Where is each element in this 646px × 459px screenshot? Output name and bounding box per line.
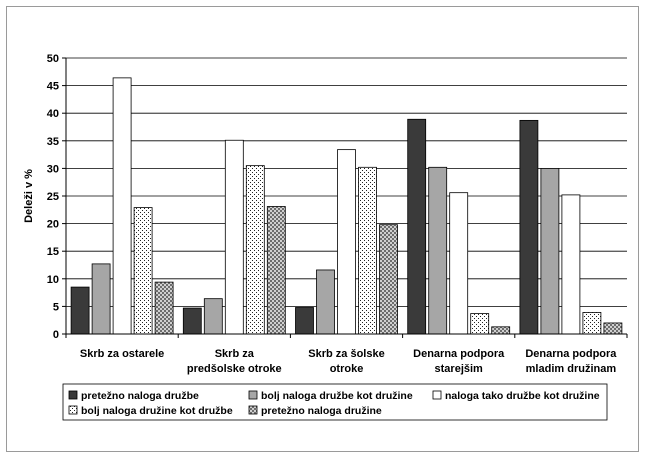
- bar: [70, 286, 90, 335]
- y-tick-label: 30: [47, 163, 59, 175]
- bar: [540, 167, 560, 335]
- category-label: mladim družinam: [526, 363, 617, 375]
- y-tick-label: 40: [47, 108, 59, 120]
- bar: [266, 206, 286, 335]
- y-tick-label: 15: [47, 246, 59, 258]
- x-axis-categories: Skrb za ostarele Skrb za predšolske otroke…: [80, 348, 617, 375]
- bar: [603, 322, 623, 335]
- legend-swatch: [248, 405, 258, 415]
- y-tick-label: 5: [53, 301, 59, 313]
- category-label: Skrb za šolske: [308, 348, 384, 360]
- y-tick-label: 20: [47, 219, 59, 231]
- legend-swatch: [68, 390, 78, 400]
- category-label: Skrb za ostarele: [80, 348, 164, 360]
- bar: [112, 77, 132, 335]
- bar: [91, 263, 111, 335]
- bar: [133, 207, 153, 335]
- bar: [428, 166, 448, 335]
- legend-label: pretežno naloga družbe: [81, 390, 199, 402]
- bar: [154, 281, 174, 335]
- bar: [449, 192, 469, 335]
- legend-swatch: [248, 390, 258, 400]
- legend-box: [62, 383, 608, 421]
- bar: [295, 307, 314, 335]
- bar: [245, 165, 265, 335]
- y-tick-label: 10: [47, 274, 59, 286]
- category-label: Skrb za: [215, 348, 255, 360]
- category-label: Denarna podpora: [525, 348, 617, 360]
- bar: [561, 194, 581, 335]
- category-label: otroke: [330, 363, 364, 375]
- legend-label: naloga tako družbe kot družine: [445, 390, 600, 402]
- category-label: predšolske otroke: [187, 363, 282, 375]
- legend: pretežno naloga družbe bolj naloga družbe…: [62, 383, 608, 421]
- category-label: starejšim: [435, 363, 484, 375]
- bar: [337, 149, 356, 335]
- legend-swatch: [68, 405, 78, 415]
- axes: [65, 58, 628, 338]
- y-tick-label: 25: [47, 191, 59, 203]
- bar: [182, 307, 202, 335]
- category-label: Denarna podpora: [413, 348, 505, 360]
- y-tick-label: 50: [47, 53, 59, 65]
- bar: [491, 326, 511, 335]
- bar: [224, 139, 244, 335]
- bar: [407, 118, 427, 335]
- y-tick-label: 35: [47, 136, 59, 148]
- legend-label: pretežno naloga družine: [261, 405, 382, 417]
- legend-label: bolj naloga družbe kot družine: [261, 390, 413, 402]
- bar: [379, 224, 398, 335]
- legend-swatch: [432, 390, 442, 400]
- y-tick-label: 0: [53, 329, 59, 341]
- bar: [203, 298, 223, 335]
- y-tick-label: 45: [47, 81, 59, 93]
- bar: [582, 312, 602, 335]
- bar: [470, 313, 490, 335]
- bar: [519, 119, 539, 335]
- bar: [358, 166, 377, 335]
- bars: [70, 77, 623, 335]
- legend-label: bolj naloga družine kot družbe: [81, 405, 233, 417]
- y-axis-ticks: 0 5 10 15 20 25 30 35 40 45 50: [47, 53, 66, 341]
- bar: [316, 269, 335, 335]
- y-axis-label: Deleži v %: [23, 169, 35, 223]
